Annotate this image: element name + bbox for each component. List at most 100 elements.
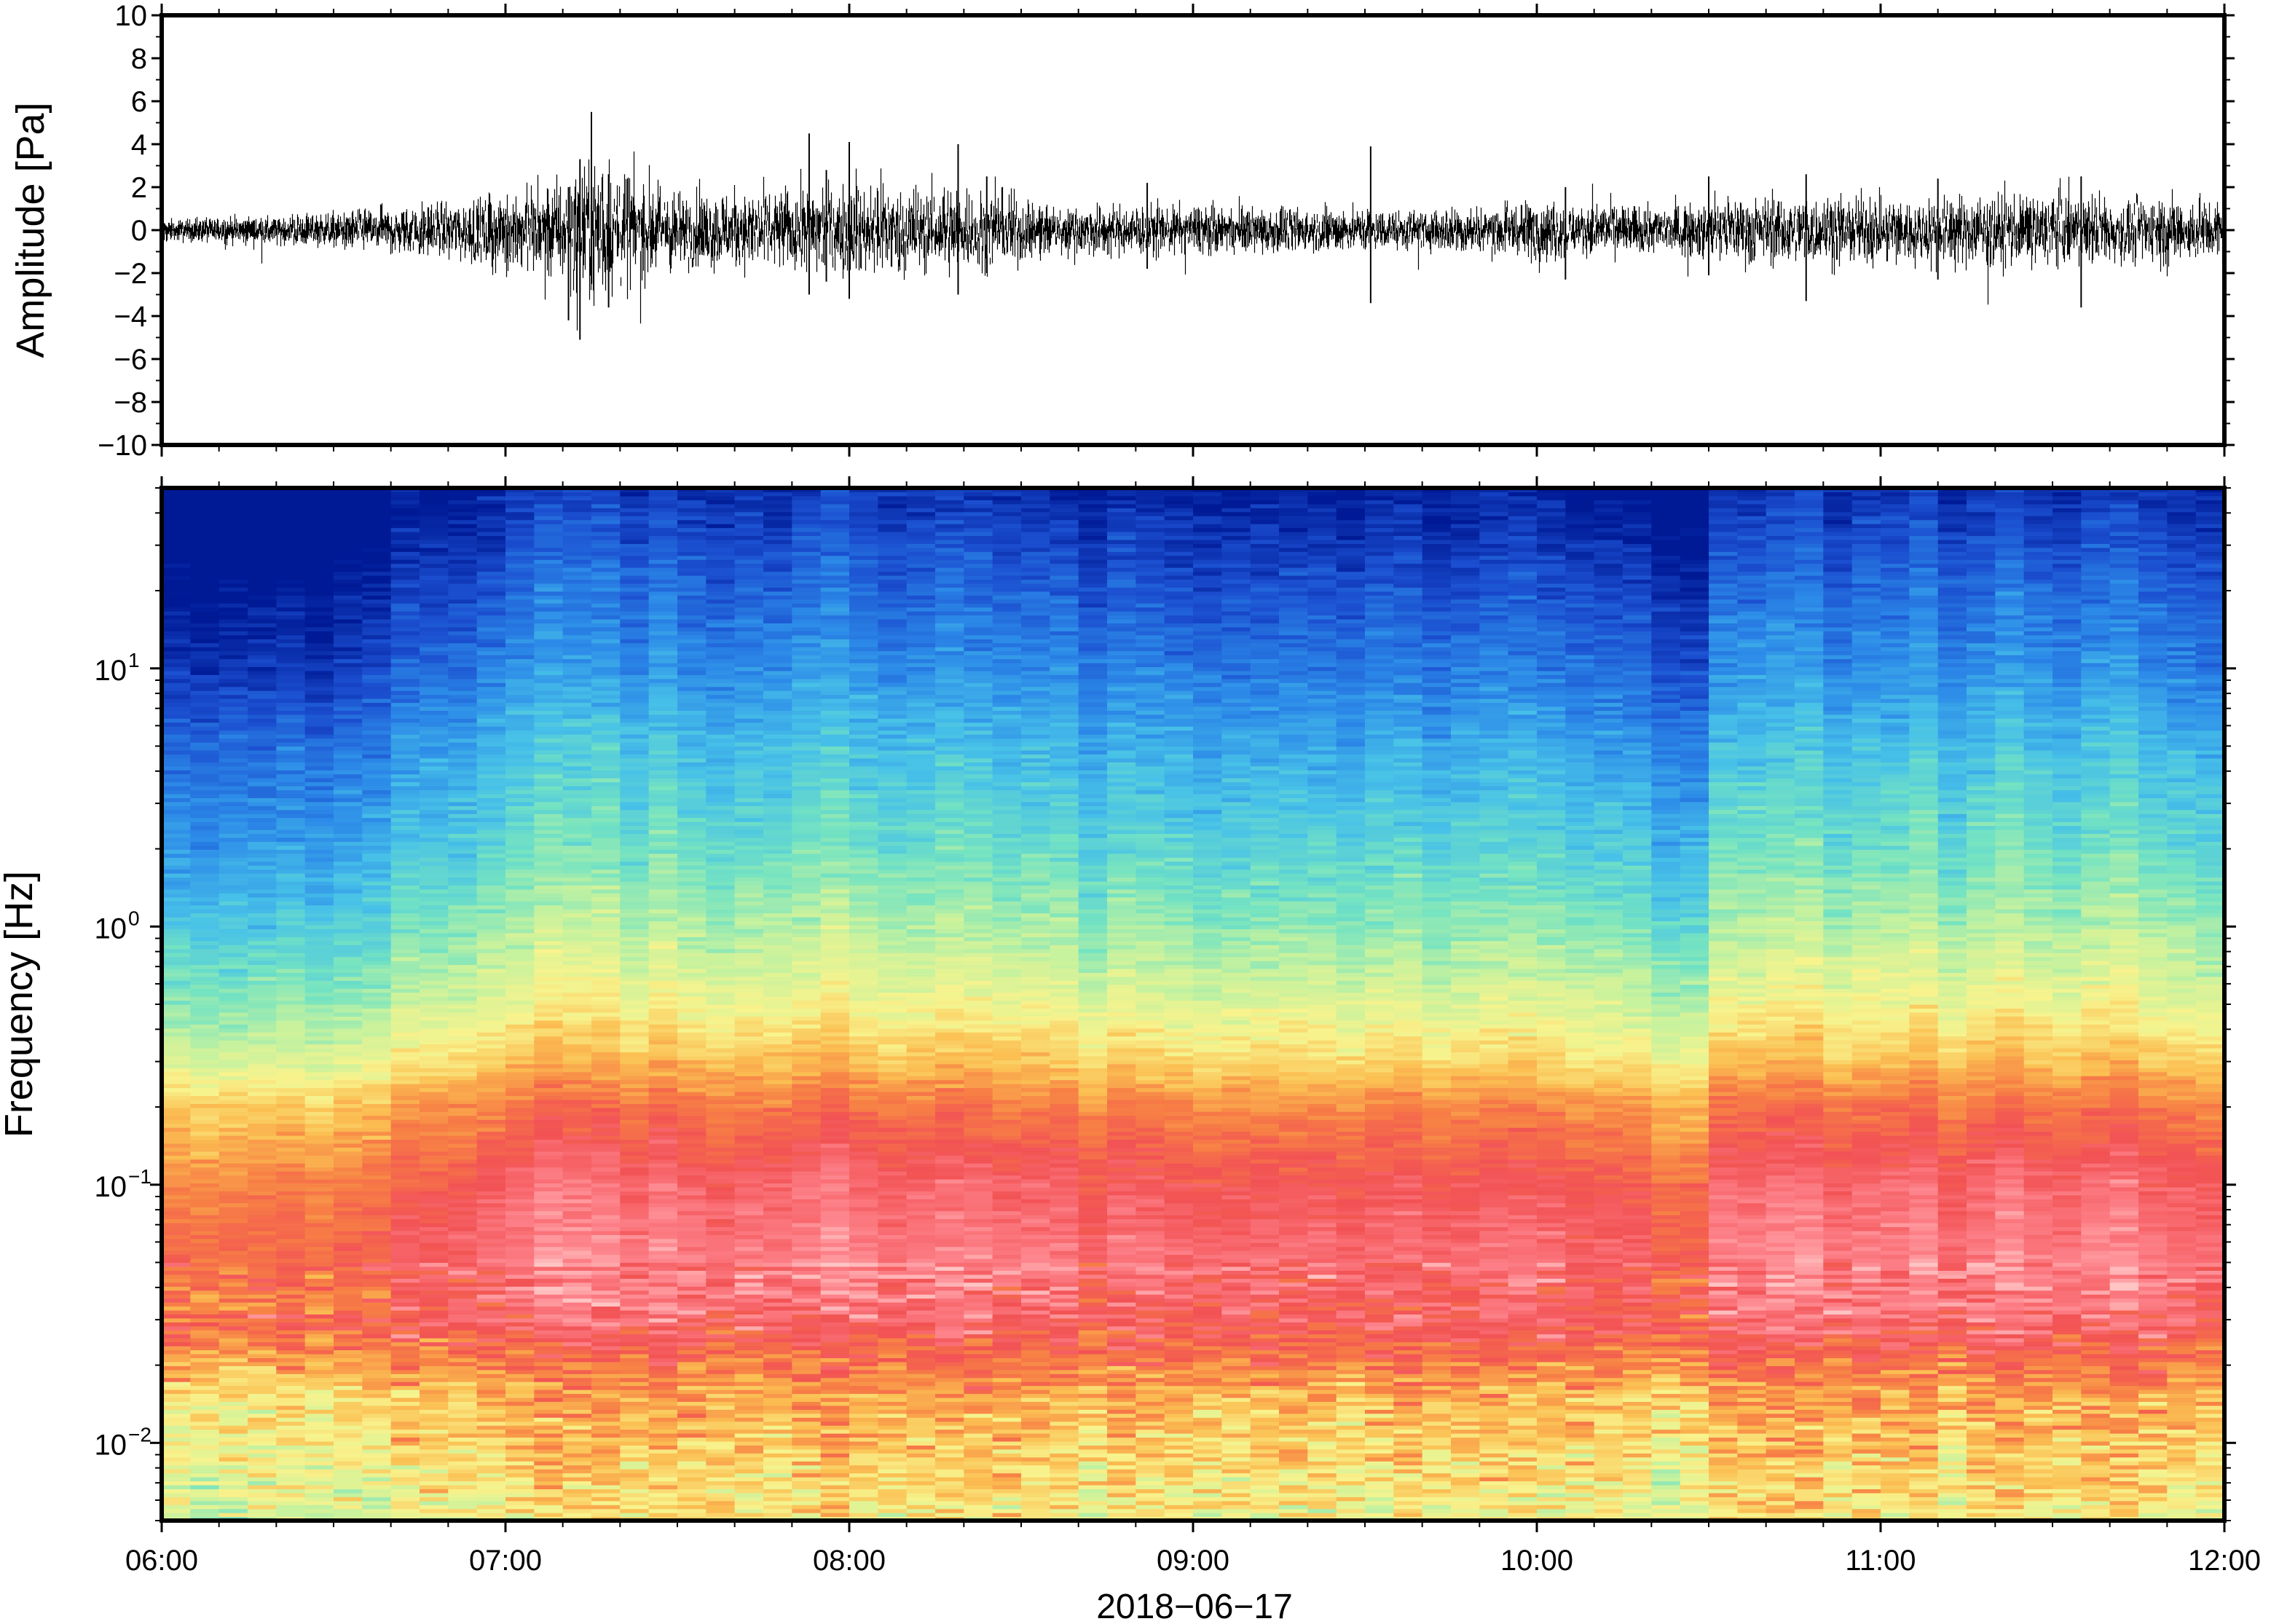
spectrogram-cell xyxy=(219,984,248,989)
spectrogram-cell xyxy=(562,500,592,505)
spectrogram-cell xyxy=(448,1055,478,1060)
spectrogram-cell xyxy=(648,1222,678,1228)
spectrogram-cell xyxy=(476,634,506,639)
spectrogram-cell xyxy=(190,734,220,739)
spectrogram-cell xyxy=(505,674,535,679)
spectrogram-cell xyxy=(476,1258,506,1264)
spectrogram-cell xyxy=(276,797,306,803)
spectrogram-cell xyxy=(190,1155,220,1160)
spectrogram-cell xyxy=(334,793,363,798)
spectrogram-cell xyxy=(677,893,707,898)
spectrogram-cell xyxy=(276,1381,306,1387)
spectrogram-cell xyxy=(248,809,277,814)
spectrogram-cell xyxy=(362,650,392,655)
spectrogram-cell xyxy=(219,1333,248,1339)
spectrogram-cell xyxy=(591,1095,621,1100)
spectrogram-cell xyxy=(505,1254,535,1259)
spectrogram-cell xyxy=(219,1505,248,1510)
spectrogram-cell xyxy=(248,1417,277,1422)
spectrogram-cell xyxy=(334,1040,363,1045)
spectrogram-cell xyxy=(534,1175,564,1180)
spectrogram-cell xyxy=(420,1032,449,1037)
spectrogram-cell xyxy=(390,861,420,866)
spectrogram-cell xyxy=(534,1151,564,1156)
spectrogram-cell xyxy=(334,1199,363,1204)
spectrogram-cell xyxy=(219,1191,248,1196)
spectrogram-cell xyxy=(448,591,478,596)
spectrogram-cell xyxy=(362,670,392,675)
spectrogram-cell xyxy=(162,885,191,890)
spectrogram-cell xyxy=(390,1060,420,1065)
spectrogram-cell xyxy=(648,1258,678,1264)
spectrogram-cell xyxy=(190,845,220,850)
spectrogram-cell xyxy=(620,714,650,719)
spectrogram-cell xyxy=(162,495,191,500)
spectrogram-cell xyxy=(248,603,277,608)
spectrogram-cell xyxy=(390,1163,420,1168)
spectrogram-cell xyxy=(248,626,277,631)
spectrogram-cell xyxy=(276,1111,306,1116)
spectrogram-cell xyxy=(362,1044,392,1049)
spectrogram-cell xyxy=(648,495,678,500)
spectrogram-cell xyxy=(304,658,334,663)
spectrogram-cell xyxy=(677,1481,707,1486)
spectrogram-cell xyxy=(620,821,650,827)
spectrogram-cell xyxy=(620,1473,650,1478)
spectrogram-cell xyxy=(677,1262,707,1267)
spectrogram-cell xyxy=(219,1481,248,1486)
spectrogram-cell xyxy=(677,1044,707,1049)
spectrogram-cell xyxy=(476,666,506,671)
spectrogram-cell xyxy=(534,1250,564,1256)
spectrogram-cell xyxy=(390,1413,420,1418)
spectrogram-cell xyxy=(219,563,248,568)
spectrogram-cell xyxy=(304,1322,334,1327)
spectrogram-cell xyxy=(534,1111,564,1116)
spectrogram-cell xyxy=(620,718,650,723)
spectrogram-cell xyxy=(362,1357,392,1363)
spectrogram-cell xyxy=(648,682,678,687)
spectrogram-cell xyxy=(276,1215,306,1220)
spectrogram-cell xyxy=(505,1325,535,1331)
spectrogram-cell xyxy=(162,1317,191,1323)
spectrogram-cell xyxy=(190,647,220,652)
spectrogram-cell xyxy=(219,765,248,770)
spectrogram-cell xyxy=(476,1071,506,1076)
spectrogram-cell xyxy=(248,968,277,973)
spectrogram-cell xyxy=(562,726,592,731)
spectrogram-cell xyxy=(390,996,420,1001)
spectrogram-cell xyxy=(334,953,363,958)
spectrogram-cell xyxy=(448,1440,478,1446)
spectrogram-cell xyxy=(620,829,650,835)
spectrogram-cell xyxy=(190,953,220,958)
spectrogram-cell xyxy=(505,1175,535,1180)
spectrogram-cell xyxy=(190,992,220,997)
spectrogram-cell xyxy=(620,511,650,516)
spectrogram-cell xyxy=(276,896,306,902)
spectrogram-cell xyxy=(276,686,306,691)
spectrogram-cell xyxy=(648,1393,678,1398)
spectrogram-cell xyxy=(620,1492,650,1497)
spectrogram-cell xyxy=(334,1397,363,1402)
spectrogram-cell xyxy=(448,996,478,1001)
spectrogram-cell xyxy=(276,516,306,521)
spectrogram-cell xyxy=(190,599,220,604)
spectrogram-cell xyxy=(420,984,449,989)
spectrogram-cell xyxy=(534,650,564,655)
spectrogram-cell xyxy=(276,1036,306,1041)
spectrogram-cell xyxy=(362,1290,392,1295)
spectrogram-cell xyxy=(505,964,535,969)
spectrogram-cell xyxy=(190,1290,220,1295)
spectrogram-cell xyxy=(334,976,363,981)
spectrogram-cell xyxy=(648,793,678,798)
spectrogram-cell xyxy=(505,714,535,719)
spectrogram-cell xyxy=(162,1465,191,1470)
spectrogram-cell xyxy=(334,710,363,715)
spectrogram-cell xyxy=(248,1341,277,1347)
spectrogram-cell xyxy=(534,714,564,719)
spectrogram-cell xyxy=(648,1473,678,1478)
spectrogram-cell xyxy=(677,1286,707,1291)
spectrogram-cell xyxy=(420,754,449,759)
spectrogram-cell xyxy=(420,1242,449,1247)
spectrogram-cell xyxy=(505,1222,535,1228)
spectrogram-cell xyxy=(620,1163,650,1168)
